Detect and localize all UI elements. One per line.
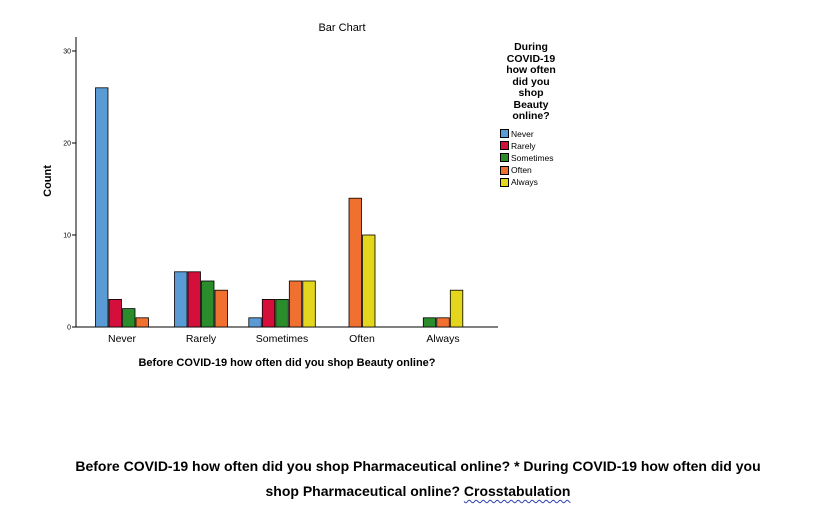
bar-always-sometimes bbox=[422, 317, 437, 328]
bar-always-always bbox=[449, 289, 464, 328]
y-axis-label: Count bbox=[42, 165, 54, 197]
legend-swatch bbox=[500, 141, 509, 151]
legend-title-line: online? bbox=[512, 110, 550, 122]
chart-title: Bar Chart bbox=[318, 22, 365, 34]
legend-label: Rarely bbox=[511, 140, 536, 151]
x-tick-label-often: Often bbox=[349, 333, 375, 345]
crosstab-title-line2: shop Pharmaceutical online? Crosstabulat… bbox=[30, 479, 806, 504]
bar-rarely-often bbox=[214, 289, 228, 328]
crosstab-title-line1: Before COVID-19 how often did you shop P… bbox=[75, 458, 761, 474]
legend-title-line: did you bbox=[512, 75, 550, 88]
bar-rarely-rarely bbox=[187, 271, 201, 328]
x-tick-label-never: Never bbox=[108, 333, 137, 345]
y-tick-label: 20 bbox=[63, 141, 71, 148]
legend-swatch bbox=[500, 177, 509, 187]
bar-never-sometimes bbox=[122, 308, 136, 328]
bar-sometimes-often bbox=[288, 280, 303, 328]
bar-never-never bbox=[95, 87, 109, 328]
bar-sometimes-sometimes bbox=[275, 298, 289, 328]
x-tick-label-sometimes: Sometimes bbox=[256, 333, 309, 345]
bar-rarely-never bbox=[174, 271, 188, 328]
bar-never-rarely bbox=[108, 298, 122, 328]
legend-label: Sometimes bbox=[511, 152, 554, 163]
legend-label: Often bbox=[511, 165, 532, 176]
legend-title-line: how often bbox=[506, 64, 556, 76]
legend-swatch bbox=[500, 153, 509, 163]
legend-title-line: Beauty bbox=[513, 98, 549, 111]
legend-title-line: COVID-19 bbox=[506, 52, 556, 65]
crosstab-title: Before COVID-19 how often did you shop P… bbox=[30, 454, 806, 504]
chart-legend: During COVID-19 how often did you shop Beauty… bbox=[500, 41, 562, 188]
x-axis-label: Before COVID-19 how often did you shop B… bbox=[138, 357, 435, 369]
bar-sometimes-always bbox=[302, 280, 316, 328]
x-tick-label-always: Always bbox=[426, 333, 459, 345]
legend-item-sometimes: Sometimes bbox=[500, 152, 562, 164]
legend-label: Never bbox=[511, 128, 534, 139]
bar-often-always bbox=[362, 234, 376, 328]
bar-never-often bbox=[135, 317, 149, 328]
bar-always-often bbox=[436, 317, 450, 328]
legend-item-never: Never bbox=[500, 128, 562, 140]
legend-label: Always bbox=[511, 177, 538, 188]
x-tick-label-rarely: Rarely bbox=[186, 333, 217, 345]
crosstab-title-crosstabulation: Crosstabulation bbox=[463, 483, 571, 499]
bar-sometimes-never bbox=[248, 317, 262, 328]
bar-often-often bbox=[348, 197, 362, 328]
legend-title: During COVID-19 how often did you shop Beauty… bbox=[500, 41, 562, 123]
legend-item-rarely: Rarely bbox=[500, 140, 562, 152]
legend-swatch bbox=[500, 129, 509, 139]
legend-title-line: During bbox=[514, 41, 548, 53]
legend-item-always: Always bbox=[500, 176, 562, 188]
y-tick-label: 30 bbox=[63, 49, 71, 56]
bar-rarely-sometimes bbox=[201, 280, 215, 328]
y-tick-label: 10 bbox=[63, 233, 71, 240]
legend-item-often: Often bbox=[500, 164, 562, 176]
crosstab-title-line2-text: shop Pharmaceutical online? bbox=[265, 483, 464, 499]
legend-swatch bbox=[500, 165, 509, 175]
y-tick-label: 0 bbox=[67, 325, 71, 332]
bar-sometimes-rarely bbox=[261, 298, 276, 328]
legend-title-line: shop bbox=[518, 87, 544, 99]
